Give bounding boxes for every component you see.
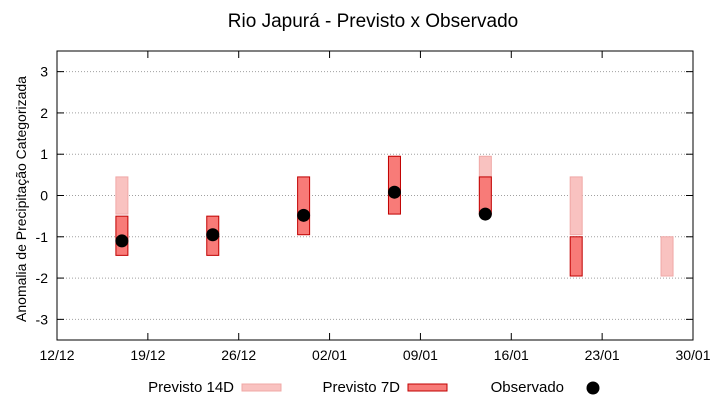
x-tick-label: 23/01 [585,347,620,363]
point-observado [478,207,492,221]
bar-previsto-7d [297,176,311,236]
legend-swatch-previsto-14d [241,383,282,392]
bar-previsto-14d [660,236,674,277]
bar-previsto-7d [387,155,401,215]
x-tick-label: 09/01 [403,347,438,363]
point-observado [115,234,129,248]
y-tick-label: 2 [40,105,48,121]
legend-swatch-previsto-7d [407,383,448,392]
legend-label-previsto-7d: Previsto 7D [322,379,400,396]
grid-lines [57,71,693,320]
chart-title: Rio Japurá - Previsto x Observado [228,11,518,32]
y-tick-label: 0 [40,188,48,204]
x-tick-label: 19/12 [130,347,165,363]
bar-previsto-14d [115,176,129,215]
x-tick-label: 26/12 [221,347,256,363]
bar-previsto-7d [569,236,583,277]
legend-label-observado: Observado [491,379,564,396]
y-axis: -3 -2 -1 0 1 2 3 [36,64,693,327]
y-tick-label: -2 [36,270,49,286]
point-observado [206,228,220,242]
y-tick-label: 3 [40,64,48,80]
x-tick-label: 12/12 [39,347,74,363]
x-tick-label: 30/01 [675,347,710,363]
series-previsto-7d [115,155,583,277]
legend-marker-observado [586,381,600,395]
bar-previsto-14d [569,176,583,236]
y-axis-label: Anomalia de Precipitação Categorizada [13,76,29,322]
x-tick-label: 16/01 [494,347,529,363]
x-tick-label: 02/01 [312,347,347,363]
point-observado [387,185,401,199]
y-tick-label: 1 [40,146,48,162]
legend-label-previsto-14d: Previsto 14D [148,379,234,396]
x-axis: 12/12 19/12 26/12 02/01 09/01 16/01 23/01 30/01 [39,51,711,363]
series-observado [115,185,492,248]
y-tick-label: -1 [36,229,49,245]
point-observado [297,208,311,222]
legend: Previsto 14D Previsto 7D Observado [148,379,600,396]
y-tick-label: -3 [36,311,49,327]
